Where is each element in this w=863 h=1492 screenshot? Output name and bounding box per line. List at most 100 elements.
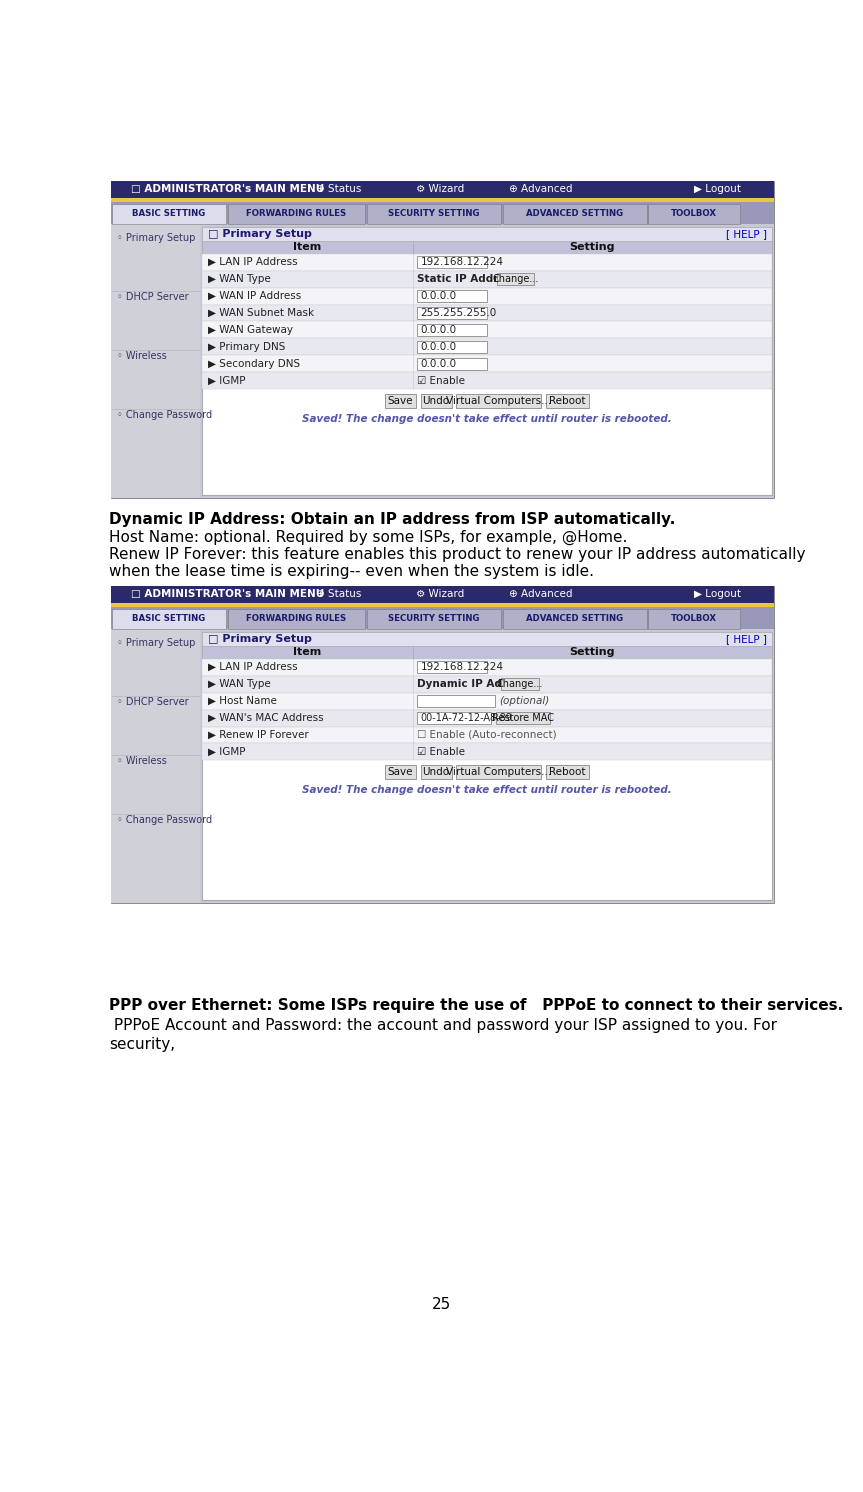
- Bar: [546, 765, 589, 779]
- Bar: [202, 373, 772, 389]
- Bar: [111, 181, 773, 197]
- Text: security,: security,: [110, 1037, 175, 1052]
- Bar: [111, 607, 773, 628]
- Text: 0.0.0.0: 0.0.0.0: [420, 325, 457, 336]
- Text: 0.0.0.0: 0.0.0.0: [420, 291, 457, 301]
- Text: when the lease time is expiring-- even when the system is idle.: when the lease time is expiring-- even w…: [110, 564, 595, 579]
- Text: 192.168.12.224: 192.168.12.224: [420, 662, 503, 673]
- Bar: [202, 659, 772, 676]
- Bar: [111, 603, 773, 607]
- Text: Setting: Setting: [570, 242, 615, 252]
- Text: ▶ LAN IP Address: ▶ LAN IP Address: [208, 662, 298, 673]
- Bar: [202, 240, 772, 254]
- Bar: [111, 609, 226, 628]
- Text: Change...: Change...: [492, 275, 539, 283]
- Text: ▶ Renew IP Forever: ▶ Renew IP Forever: [208, 730, 309, 740]
- Text: ▶ Host Name: ▶ Host Name: [208, 697, 277, 706]
- Text: Renew IP Forever: this feature enables this product to renew your IP address aut: Renew IP Forever: this feature enables t…: [110, 548, 806, 562]
- Text: ◦ Change Password: ◦ Change Password: [117, 815, 212, 825]
- Text: ☑ Enable: ☑ Enable: [418, 376, 465, 386]
- Text: ▶ LAN IP Address: ▶ LAN IP Address: [208, 257, 298, 267]
- Text: ▶ IGMP: ▶ IGMP: [208, 376, 245, 386]
- Text: ⊕ Status: ⊕ Status: [317, 184, 362, 194]
- Bar: [111, 204, 226, 224]
- Bar: [202, 304, 772, 321]
- Text: ◦ Wireless: ◦ Wireless: [117, 756, 167, 765]
- Bar: [418, 289, 487, 303]
- Text: ◦ Change Password: ◦ Change Password: [117, 410, 212, 421]
- Text: ▶ Primary DNS: ▶ Primary DNS: [208, 342, 286, 352]
- Text: 25: 25: [432, 1298, 451, 1313]
- Bar: [457, 394, 541, 407]
- Text: ▶ WAN Gateway: ▶ WAN Gateway: [208, 325, 293, 336]
- Bar: [546, 394, 589, 407]
- Text: Saved! The change doesn't take effect until router is rebooted.: Saved! The change doesn't take effect un…: [302, 785, 671, 795]
- Text: ▶ WAN IP Address: ▶ WAN IP Address: [208, 291, 301, 301]
- Text: Item: Item: [293, 648, 321, 656]
- Text: Static IP Address: Static IP Address: [418, 275, 518, 283]
- Bar: [367, 609, 501, 628]
- Text: ADVANCED SETTING: ADVANCED SETTING: [526, 209, 623, 218]
- Text: 255.255.255.0: 255.255.255.0: [420, 307, 497, 318]
- Bar: [202, 646, 772, 659]
- Text: Save: Save: [387, 395, 413, 406]
- Bar: [418, 340, 487, 354]
- Text: ▶ WAN's MAC Address: ▶ WAN's MAC Address: [208, 713, 324, 724]
- Bar: [420, 394, 451, 407]
- Text: ◦ DHCP Server: ◦ DHCP Server: [117, 697, 189, 707]
- Text: Change...: Change...: [497, 679, 543, 689]
- Text: TOOLBOX: TOOLBOX: [671, 209, 717, 218]
- Bar: [418, 307, 487, 319]
- Bar: [202, 676, 772, 692]
- Bar: [418, 695, 494, 707]
- Bar: [503, 609, 647, 628]
- Bar: [111, 201, 773, 224]
- Bar: [648, 609, 740, 628]
- Text: Reboot: Reboot: [549, 767, 586, 777]
- Text: ◦ Primary Setup: ◦ Primary Setup: [117, 233, 196, 243]
- Text: Save: Save: [387, 767, 413, 777]
- Bar: [202, 339, 772, 355]
- Bar: [418, 324, 487, 336]
- Text: ▶ Logout: ▶ Logout: [694, 184, 741, 194]
- Text: [ HELP ]: [ HELP ]: [727, 634, 767, 643]
- Text: Undo: Undo: [423, 395, 450, 406]
- Bar: [111, 585, 773, 603]
- Text: ⊕ Advanced: ⊕ Advanced: [508, 184, 572, 194]
- Bar: [202, 227, 772, 240]
- Text: □ Primary Setup: □ Primary Setup: [208, 634, 312, 643]
- Text: 0.0.0.0: 0.0.0.0: [420, 360, 457, 369]
- Text: ▶ WAN Subnet Mask: ▶ WAN Subnet Mask: [208, 307, 314, 318]
- Bar: [111, 181, 773, 498]
- Bar: [202, 743, 772, 761]
- Text: ☑ Enable: ☑ Enable: [418, 747, 465, 756]
- Bar: [202, 288, 772, 304]
- Bar: [228, 609, 365, 628]
- Text: ▶ WAN Type: ▶ WAN Type: [208, 275, 271, 283]
- Text: ▶ WAN Type: ▶ WAN Type: [208, 679, 271, 689]
- Text: Undo: Undo: [423, 767, 450, 777]
- Text: Dynamic IP Address: Dynamic IP Address: [418, 679, 534, 689]
- Bar: [202, 227, 772, 495]
- Text: TOOLBOX: TOOLBOX: [671, 615, 717, 624]
- Bar: [202, 710, 772, 727]
- Text: ▶ IGMP: ▶ IGMP: [208, 747, 245, 756]
- Text: 00-1A-72-12-A8-89: 00-1A-72-12-A8-89: [420, 713, 513, 724]
- Text: FORWARDING RULES: FORWARDING RULES: [246, 209, 347, 218]
- Bar: [418, 257, 487, 269]
- Bar: [202, 254, 772, 270]
- Text: ⚙ Wizard: ⚙ Wizard: [416, 184, 464, 194]
- Bar: [202, 631, 772, 900]
- Text: FORWARDING RULES: FORWARDING RULES: [246, 615, 347, 624]
- Text: (optional): (optional): [500, 697, 550, 706]
- Text: PPPoE Account and Password: the account and password your ISP assigned to you. F: PPPoE Account and Password: the account …: [110, 1019, 778, 1034]
- Bar: [420, 765, 451, 779]
- Text: Virtual Computers...: Virtual Computers...: [446, 767, 551, 777]
- Text: □ Primary Setup: □ Primary Setup: [208, 228, 312, 239]
- Text: ⚙ Wizard: ⚙ Wizard: [416, 589, 464, 600]
- Text: □ ADMINISTRATOR's MAIN MENU: □ ADMINISTRATOR's MAIN MENU: [131, 589, 324, 600]
- Bar: [202, 321, 772, 339]
- Text: Item: Item: [293, 242, 321, 252]
- Text: SECURITY SETTING: SECURITY SETTING: [388, 615, 480, 624]
- Bar: [495, 712, 550, 724]
